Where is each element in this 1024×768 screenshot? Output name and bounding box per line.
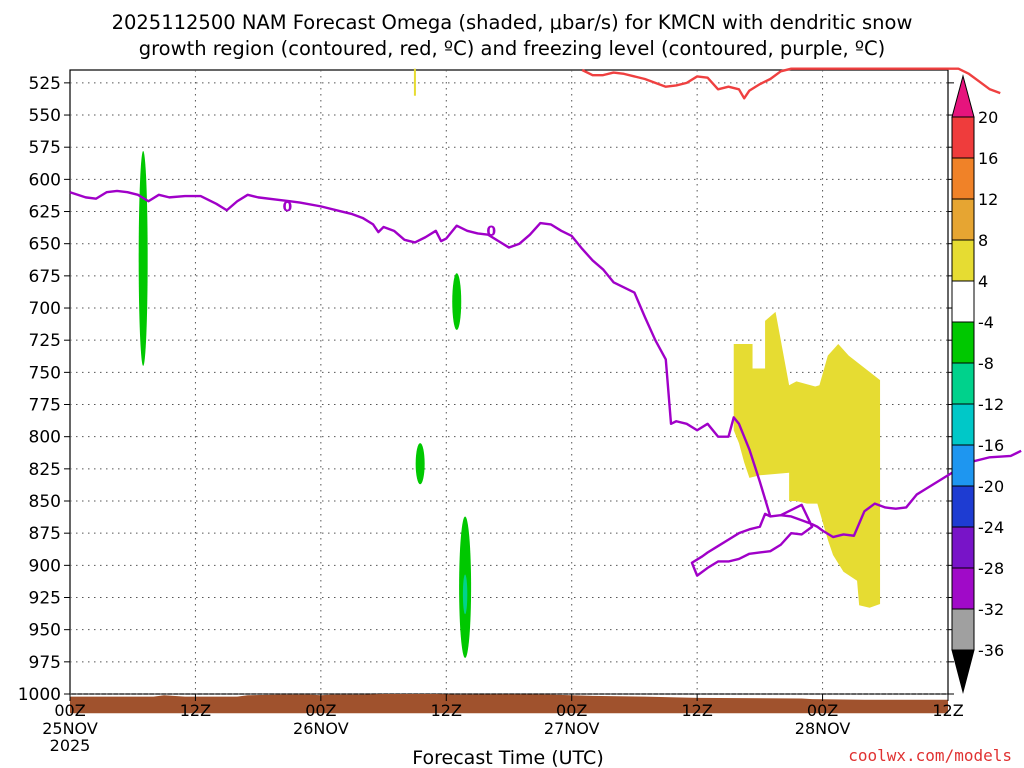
colorbar-label: -36 xyxy=(978,641,1004,660)
x-tick-label: 00Z xyxy=(305,701,336,720)
contours: 00 xyxy=(69,67,1022,577)
y-tick-label: 825 xyxy=(29,460,61,480)
x-tick-label: 12Z xyxy=(681,701,712,720)
x-tick-label: 00Z xyxy=(54,701,85,720)
y-tick-label: 750 xyxy=(29,363,61,383)
colorbar-swatch xyxy=(951,362,975,405)
x-tick-label: 00Z xyxy=(556,701,587,720)
colorbar-swatch xyxy=(951,321,975,364)
title-line-2: growth region (contoured, red, ºC) and f… xyxy=(139,37,886,60)
y-tick-label: 700 xyxy=(29,299,61,319)
colorbar-label: -20 xyxy=(978,477,1004,496)
x-tick-date: 26NOV xyxy=(293,719,349,738)
x-tick-label: 12Z xyxy=(431,701,462,720)
colorbar-swatch xyxy=(951,198,975,241)
color-bar: 20 16 12 8 4 -4 -8 -12 -16 -20 -24 -28 -32 -36 xyxy=(951,74,1004,694)
y-tick-label: 575 xyxy=(29,138,61,158)
y-tick-label: 675 xyxy=(29,267,61,287)
colorbar-swatch xyxy=(951,526,975,569)
y-tick-label: 775 xyxy=(29,396,61,416)
y-tick-label: 725 xyxy=(29,331,61,351)
colorbar-label: 16 xyxy=(978,149,998,168)
x-tick-date: 27NOV xyxy=(544,719,600,738)
x-tick-label: 12Z xyxy=(932,701,963,720)
y-tick-label: 550 xyxy=(29,106,61,126)
colorbar-swatch xyxy=(951,485,975,528)
colorbar-swatch xyxy=(951,608,975,651)
omega-teal-core xyxy=(462,574,468,615)
x-tick-label: 12Z xyxy=(180,701,211,720)
colorbar-swatch xyxy=(951,403,975,446)
colorbar-label: 12 xyxy=(978,190,998,209)
y-tick-label: 850 xyxy=(29,492,61,512)
omega-shading xyxy=(138,68,881,658)
colorbar-swatch xyxy=(951,567,975,610)
x-axis-label: Forecast Time (UTC) xyxy=(412,747,603,768)
x-tick-date: 28NOV xyxy=(795,719,851,738)
colorbar-swatch xyxy=(951,157,975,200)
colorbar-label: -12 xyxy=(978,395,1004,414)
y-tick-label: 950 xyxy=(29,621,61,641)
chart-title: 2025112500 NAM Forecast Omega (shaded, μ… xyxy=(112,11,913,60)
plot-frame xyxy=(69,69,949,695)
colorbar-label: 8 xyxy=(978,231,988,250)
x-tick-label: 00Z xyxy=(807,701,838,720)
colorbar-swatch xyxy=(951,116,975,159)
y-axis-ticks: 525 550 575 600 625 650 675 700 725 750 775 800 825 8… xyxy=(18,74,954,705)
credit-text: coolwx.com/models xyxy=(848,746,1012,765)
omega-green-cell xyxy=(415,443,425,485)
omega-green-cell xyxy=(138,151,148,366)
colorbar-label: -28 xyxy=(978,559,1004,578)
colorbar-top-arrow xyxy=(951,74,975,118)
terrain-fill xyxy=(70,694,948,714)
dgz-contour xyxy=(581,67,1001,100)
colorbar-label: -32 xyxy=(978,600,1004,619)
y-tick-label: 625 xyxy=(29,203,61,223)
y-tick-label: 900 xyxy=(29,556,61,576)
colorbar-swatch xyxy=(951,444,975,487)
freezing-level-label: 0 xyxy=(486,224,496,240)
y-tick-label: 975 xyxy=(29,653,61,673)
y-tick-label: 800 xyxy=(29,428,61,448)
colorbar-label: 4 xyxy=(978,272,988,291)
colorbar-label: -16 xyxy=(978,436,1004,455)
y-tick-label: 525 xyxy=(29,74,61,94)
omega-green-cell xyxy=(452,273,462,330)
y-tick-label: 600 xyxy=(29,170,61,190)
colorbar-swatch xyxy=(951,239,975,282)
colorbar-label: -24 xyxy=(978,518,1004,537)
freezing-level-contour xyxy=(69,189,1022,577)
omega-yellow-area xyxy=(733,311,881,608)
y-tick-label: 925 xyxy=(29,589,61,609)
grid-lines xyxy=(70,70,948,695)
colorbar-label: -8 xyxy=(978,354,994,373)
colorbar-label: 20 xyxy=(978,108,998,127)
x-tick-year: 2025 xyxy=(50,736,91,755)
freezing-level-label: 0 xyxy=(283,199,293,215)
y-tick-label: 875 xyxy=(29,524,61,544)
colorbar-label: -4 xyxy=(978,313,994,332)
colorbar-swatch xyxy=(951,280,975,323)
y-tick-label: 1000 xyxy=(18,685,61,705)
colorbar-bottom-arrow xyxy=(951,649,975,694)
title-line-1: 2025112500 NAM Forecast Omega (shaded, μ… xyxy=(112,11,913,34)
y-tick-label: 650 xyxy=(29,235,61,255)
terrain-ground xyxy=(70,694,948,714)
x-tick-date: 25NOV xyxy=(42,719,98,738)
